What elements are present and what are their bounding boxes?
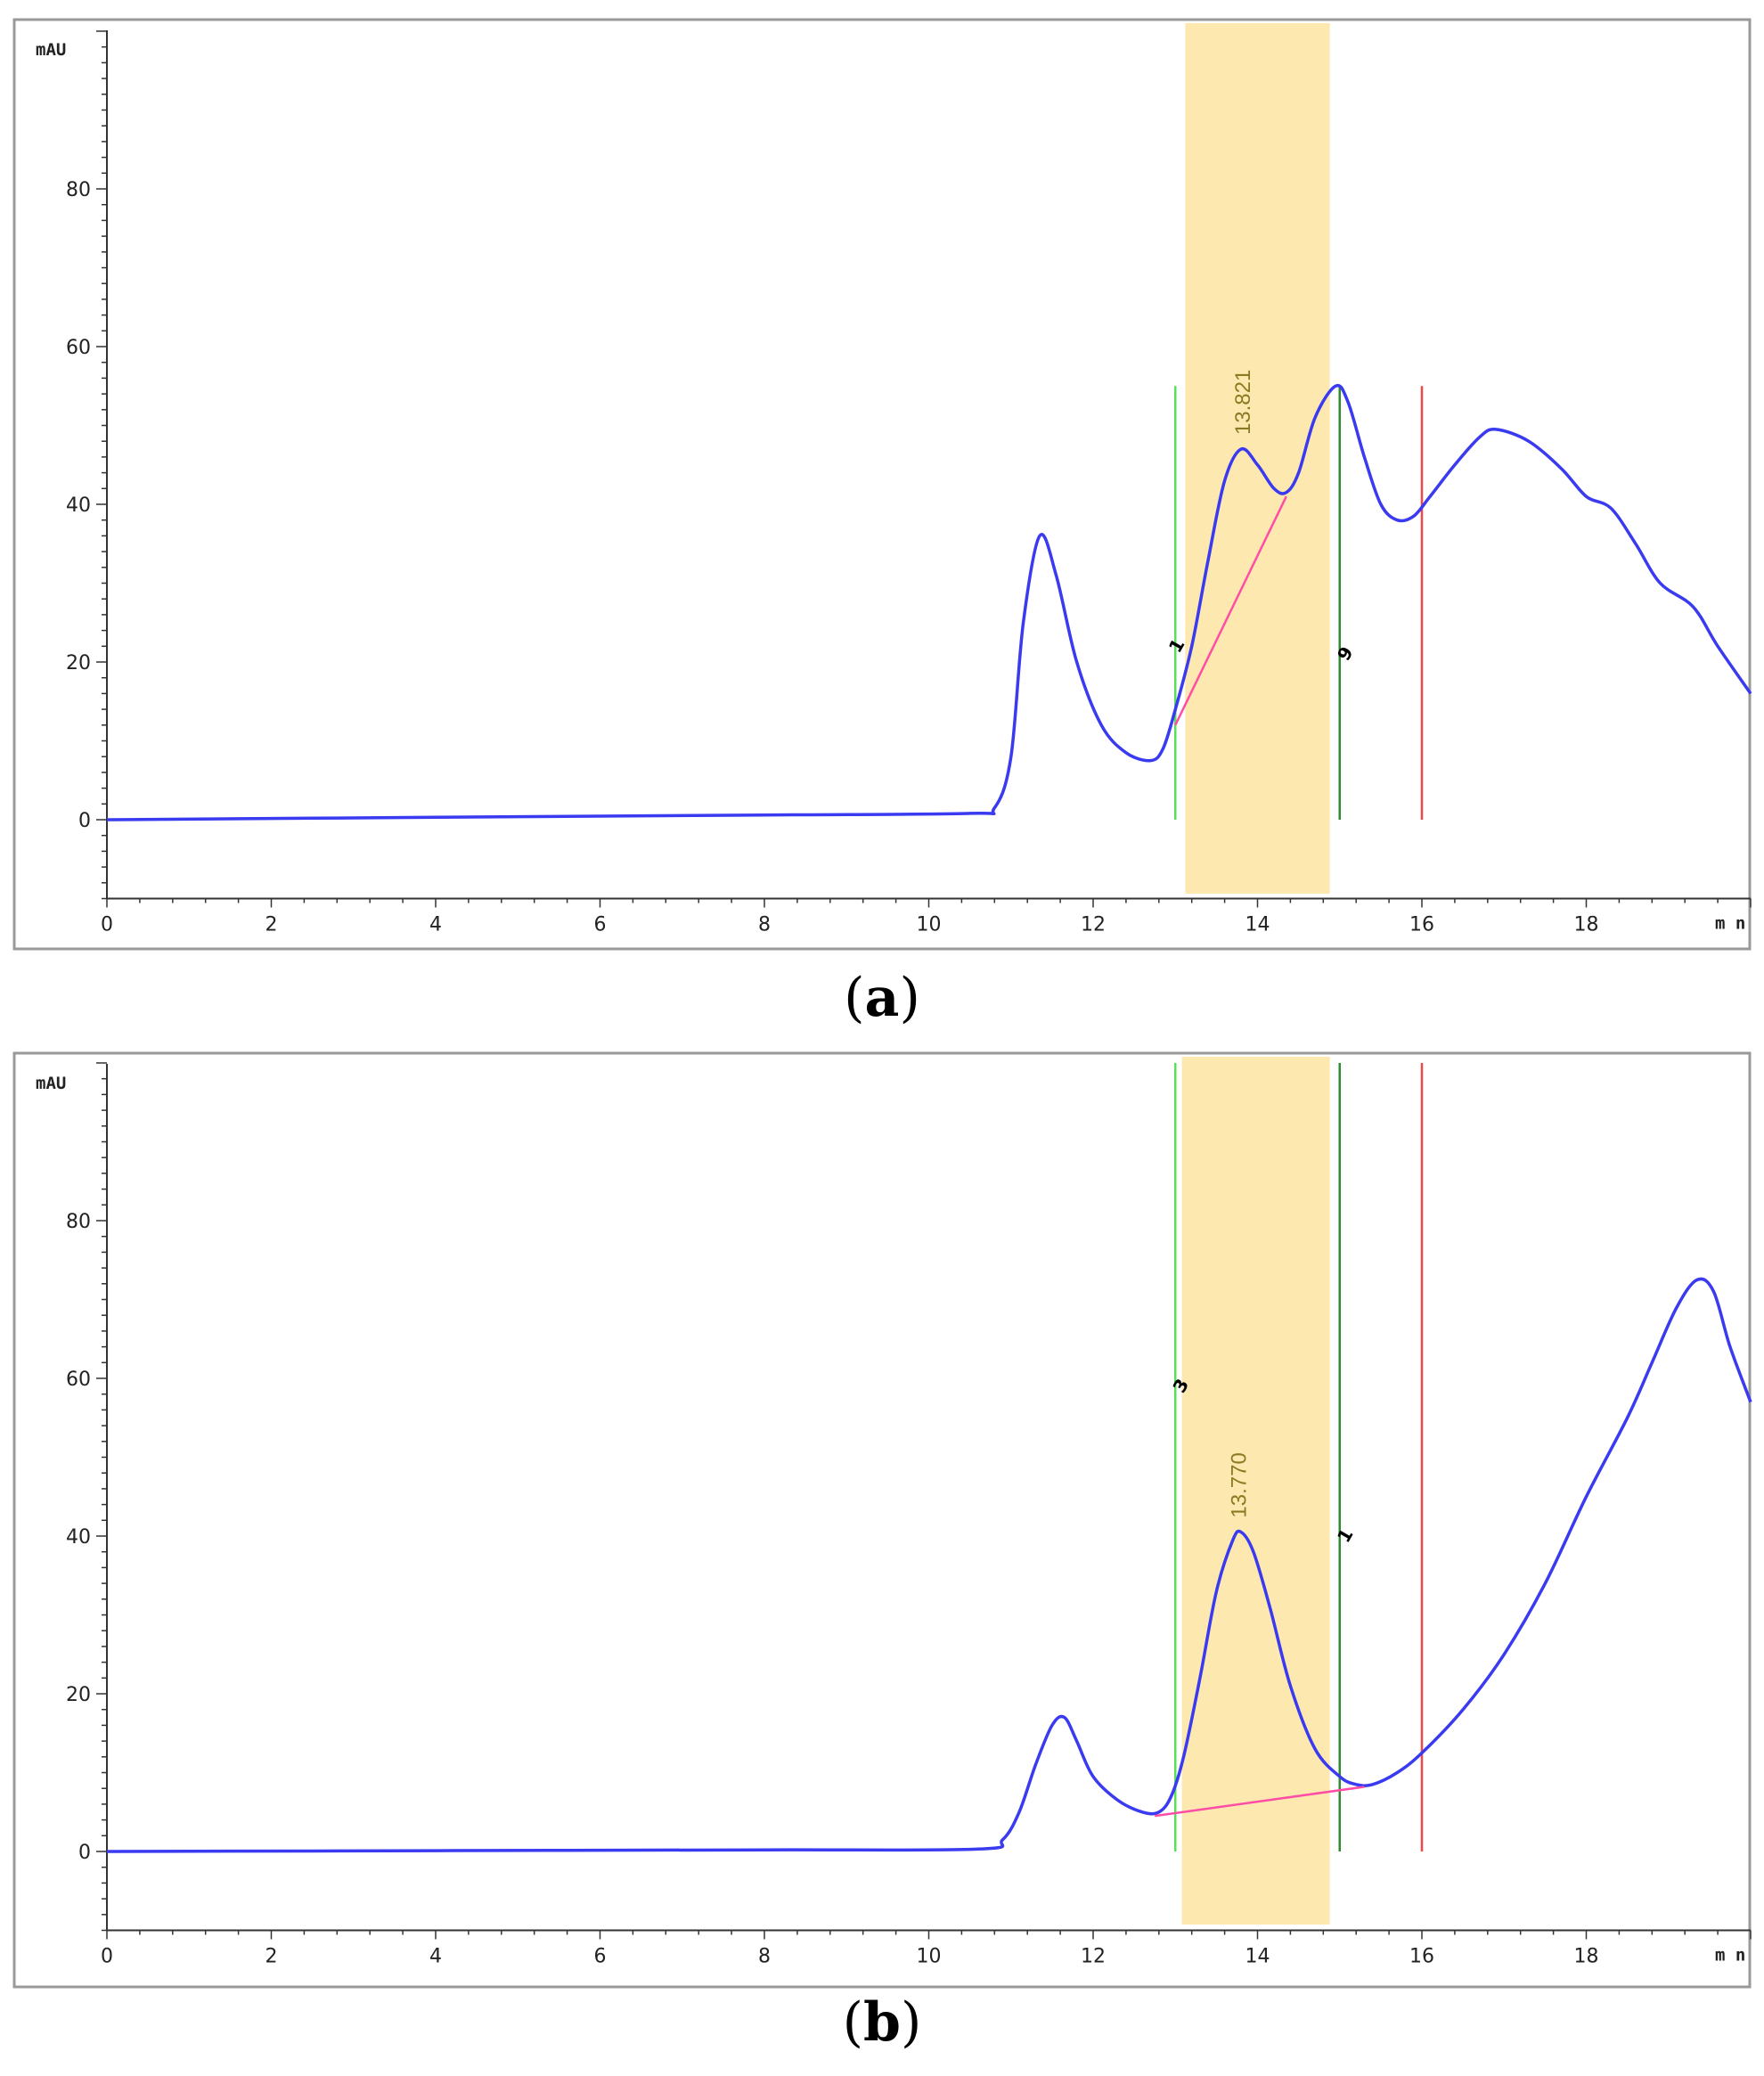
- peak-label: 13.821: [1231, 370, 1255, 435]
- integration-baseline: [1174, 495, 1287, 726]
- integration-baseline: [1155, 1786, 1365, 1818]
- x-tick-label: 6: [594, 1946, 607, 1968]
- caption-a: (a): [844, 967, 920, 1029]
- x-tick-label: 8: [758, 1946, 771, 1968]
- y-tick-label: 60: [66, 337, 91, 359]
- y-unit-label: mAU: [36, 1074, 66, 1093]
- x-tick-label: 16: [1409, 1946, 1434, 1968]
- x-tick-label: 4: [429, 1946, 442, 1968]
- integration-window: [1181, 1057, 1330, 1925]
- x-tick-label: 18: [1574, 1946, 1599, 1968]
- x-tick-label: 14: [1245, 1946, 1270, 1968]
- y-tick-label: 0: [78, 1842, 91, 1864]
- y-tick-label: 80: [66, 179, 91, 201]
- x-tick-label: 12: [1081, 914, 1106, 936]
- y-tick-label: 60: [66, 1369, 91, 1391]
- x-unit-label: m n: [1715, 914, 1745, 934]
- y-tick-label: 0: [78, 810, 91, 832]
- y-tick-label: 40: [66, 494, 91, 517]
- x-tick-label: 10: [917, 1946, 942, 1968]
- event-marker-2: 1: [1333, 1524, 1358, 1546]
- x-tick-label: 10: [917, 914, 942, 936]
- chromatogram-panel-b: mAU m n 0 20 40 60 80 0 2 4 6 8 10 12 14 16 18 13.770 3 1: [0, 1034, 1764, 2076]
- y-tick-label: 40: [66, 1526, 91, 1549]
- x-tick-label: 2: [265, 1946, 278, 1968]
- x-unit-label: m n: [1715, 1946, 1745, 1966]
- x-tick-label: 0: [101, 914, 113, 936]
- x-tick-label: 6: [594, 914, 607, 936]
- x-tick-label: 12: [1081, 1946, 1106, 1968]
- x-tick-label: 2: [265, 914, 278, 936]
- event-marker-2: 9: [1333, 642, 1358, 664]
- y-unit-label: mAU: [36, 40, 66, 60]
- x-tick-label: 4: [429, 914, 442, 936]
- caption-b-label: b: [863, 1991, 901, 2054]
- plot-frame: [12, 18, 1752, 951]
- x-tick-label: 16: [1409, 914, 1434, 936]
- peak-label: 13.770: [1227, 1452, 1251, 1517]
- x-tick-label: 18: [1574, 914, 1599, 936]
- chromatogram-trace: [106, 383, 1752, 821]
- y-tick-label: 80: [66, 1211, 91, 1233]
- y-tick-label: 20: [66, 652, 91, 674]
- caption-a-label: a: [864, 967, 900, 1029]
- x-tick-label: 8: [758, 914, 771, 936]
- chromatogram-trace: [106, 1277, 1752, 1853]
- caption-b: (b): [842, 1991, 922, 2054]
- chromatogram-panel-a: mAU m n 0 20 40 60 80 0 2 4 6 8 10 12 14 16 18 13.821 1 9: [0, 0, 1764, 1034]
- x-tick-label: 0: [101, 1946, 113, 1968]
- plot-frame: [12, 1051, 1752, 1989]
- integration-window: [1185, 23, 1330, 894]
- x-tick-label: 14: [1245, 914, 1270, 936]
- y-tick-label: 20: [66, 1684, 91, 1706]
